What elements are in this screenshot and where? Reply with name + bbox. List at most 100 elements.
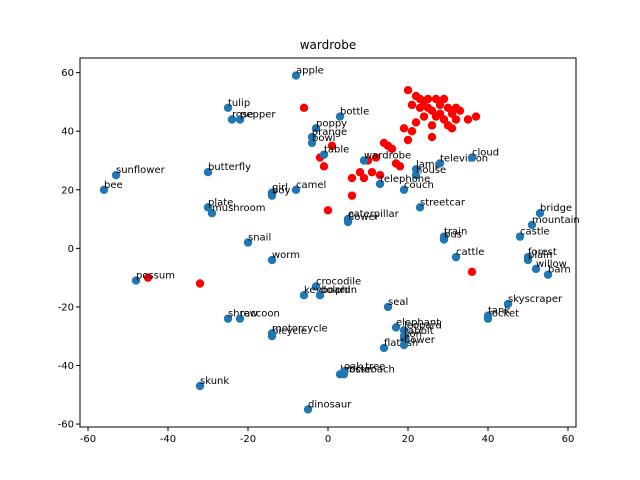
data-point (483, 311, 493, 320)
point-label: apple (296, 66, 324, 77)
data-point (235, 115, 245, 124)
point-label: orange (312, 127, 347, 138)
x-tick-label: -60 (80, 434, 96, 445)
data-point (535, 209, 545, 218)
data-point (203, 168, 213, 177)
point-label: shrew (228, 309, 258, 320)
point-label: willow (536, 259, 567, 270)
point-label: lobster (340, 364, 376, 375)
data-point (307, 132, 317, 142)
highlight-point (319, 162, 329, 171)
point-label: lamp (416, 159, 441, 170)
point-label: cloud (472, 148, 499, 159)
point-label: raccoon (240, 309, 280, 320)
data-point (339, 367, 349, 376)
highlight-point (387, 144, 397, 153)
point-label: bus (444, 230, 462, 241)
point-label: tulip (228, 98, 250, 109)
point-label: barn (548, 265, 571, 276)
y-tick-label: 60 (61, 68, 74, 79)
x-tick-label: -20 (240, 434, 256, 445)
data-point (335, 112, 345, 121)
x-tick-label: 20 (402, 434, 415, 445)
data-point (399, 185, 409, 194)
data-point (411, 165, 421, 174)
highlight-point (439, 115, 449, 124)
highlight-point (395, 162, 405, 171)
highlight-point (439, 94, 449, 104)
point-label: streetcar (420, 197, 466, 208)
highlight-point (367, 168, 377, 177)
y-tick-label: -60 (58, 420, 74, 431)
point-label: table (324, 145, 349, 156)
point-label: butterfly (208, 162, 251, 173)
data-point (267, 255, 277, 265)
data-point (99, 185, 109, 194)
highlight-point (451, 115, 461, 124)
point-label: tank (488, 306, 510, 317)
point-label: wardrobe (364, 151, 411, 162)
data-point (379, 343, 389, 353)
point-label: forest (528, 247, 557, 258)
data-point (311, 124, 321, 133)
point-label: motorcycle (272, 323, 328, 334)
data-point (223, 314, 233, 323)
data-point (195, 381, 205, 391)
point-label: boy (272, 186, 290, 197)
highlight-point (471, 112, 481, 121)
point-label: pepper (240, 110, 276, 121)
highlight-point (423, 94, 433, 104)
point-label: worm (272, 250, 300, 261)
highlight-point (447, 124, 457, 133)
highlight-point (407, 100, 417, 110)
x-tick-label: 60 (562, 434, 575, 445)
data-point (415, 203, 425, 212)
y-tick-label: 40 (61, 127, 74, 138)
point-label: seal (388, 297, 408, 308)
x-tick-label: 40 (482, 434, 495, 445)
data-point (523, 255, 533, 265)
data-point (207, 209, 217, 218)
point-label: flower (404, 335, 436, 346)
y-tick-label: 0 (68, 244, 74, 255)
point-label: cattle (456, 247, 484, 258)
highlight-point (467, 267, 477, 276)
point-label: mountain (532, 215, 580, 226)
data-point (399, 326, 409, 335)
data-point (439, 235, 449, 244)
point-label: cockroach (344, 364, 395, 375)
data-point (299, 291, 309, 300)
data-point (223, 103, 233, 112)
data-point (291, 185, 301, 194)
highlight-point (143, 273, 153, 282)
axes-frame (79, 57, 577, 428)
point-label: rocket (488, 309, 519, 320)
data-point (267, 191, 277, 200)
highlight-point (375, 170, 385, 180)
point-label: castle (520, 227, 550, 238)
data-point (319, 150, 329, 159)
highlight-point (435, 100, 445, 110)
point-label: skunk (200, 376, 229, 387)
point-label: house (416, 165, 446, 176)
x-tick-label: 0 (325, 434, 331, 445)
point-label: bowl (312, 133, 335, 144)
highlight-point (327, 141, 337, 151)
data-point (267, 329, 277, 338)
y-tick-label: -20 (58, 302, 74, 313)
highlight-point (411, 118, 421, 127)
point-label: dinosaur (308, 399, 352, 410)
point-label: plain (528, 250, 552, 261)
point-label: dolphin (320, 285, 357, 296)
point-label: crocodile (316, 276, 361, 287)
data-point (303, 405, 313, 414)
highlight-point (355, 168, 365, 177)
data-point (131, 276, 141, 285)
point-label: train (444, 227, 467, 238)
highlight-point (299, 103, 309, 112)
highlight-point (427, 106, 437, 115)
data-point (451, 252, 461, 262)
point-label: oak tree (344, 361, 385, 372)
